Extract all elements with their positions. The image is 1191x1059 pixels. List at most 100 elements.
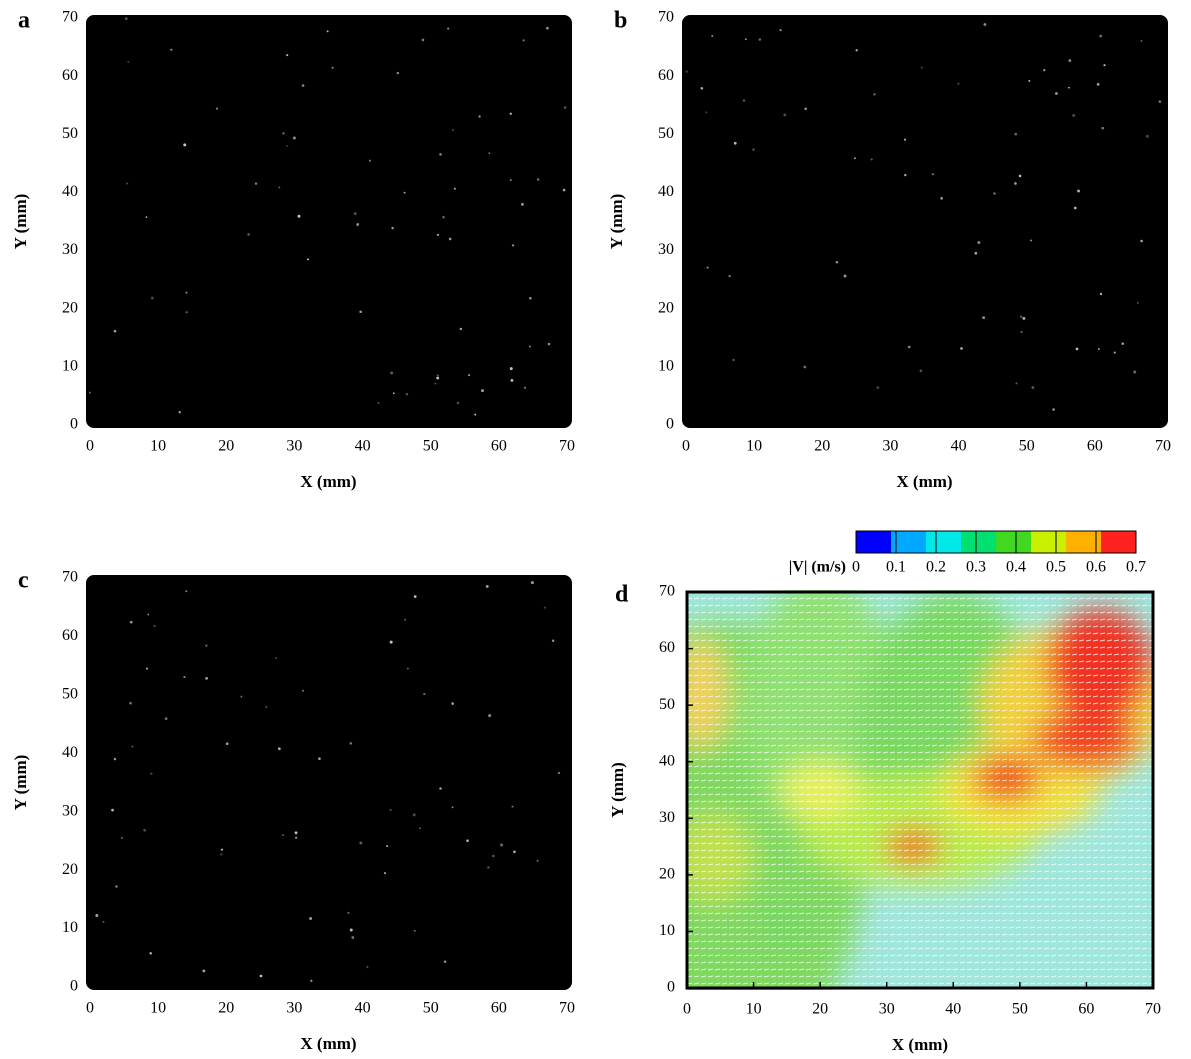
particle: [844, 275, 847, 278]
particle: [1077, 190, 1080, 193]
particle: [295, 831, 298, 834]
particle: [389, 809, 391, 811]
particle: [700, 87, 703, 90]
particle: [419, 827, 421, 829]
particle: [1100, 293, 1102, 295]
particle: [932, 173, 934, 175]
colorbar-segment: [856, 531, 892, 553]
particle: [275, 657, 277, 659]
particle: [983, 23, 986, 26]
particle: [920, 370, 923, 373]
particle: [1020, 331, 1022, 333]
particle: [126, 183, 128, 185]
particle: [146, 668, 148, 670]
particle: [871, 158, 873, 160]
particle: [297, 215, 300, 218]
particle: [186, 311, 188, 313]
x-tick-label: 0: [86, 1000, 94, 1017]
x-axis-title: X (mm): [896, 472, 952, 491]
x-tick-label: 70: [1155, 438, 1171, 455]
y-tick-label: 0: [70, 978, 78, 995]
y-tick-label: 70: [62, 569, 78, 586]
x-tick-label: 10: [150, 438, 166, 455]
particle: [121, 837, 123, 839]
particle: [434, 383, 436, 385]
particle: [908, 346, 911, 349]
y-tick-label: 10: [62, 358, 78, 375]
particle: [1114, 351, 1116, 353]
particle: [854, 157, 856, 159]
particle: [1076, 348, 1079, 351]
particle: [286, 145, 288, 147]
y-tick-label: 20: [658, 299, 674, 316]
y-tick-label: 60: [62, 67, 78, 84]
particle: [129, 702, 132, 705]
particle: [422, 39, 425, 42]
y-tick-label: 30: [659, 809, 675, 826]
particle: [179, 411, 181, 413]
x-axis-title: X (mm): [300, 472, 356, 491]
x-tick-label: 30: [882, 438, 898, 455]
x-tick-label: 0: [682, 438, 690, 455]
particle: [386, 845, 388, 847]
particle: [993, 192, 995, 194]
particle: [745, 38, 747, 40]
particle: [512, 244, 514, 246]
y-tick-label: 40: [658, 183, 674, 200]
y-tick-label: 70: [62, 9, 78, 26]
y-tick-label: 50: [658, 125, 674, 142]
particle: [783, 114, 786, 117]
colorbar-tick-label: 0.5: [1046, 559, 1066, 576]
particle: [390, 372, 393, 375]
particle: [205, 645, 207, 647]
y-axis-title: Y (mm): [608, 762, 627, 818]
particle: [351, 936, 354, 939]
particle: [404, 192, 406, 194]
particle: [390, 641, 393, 644]
particle: [474, 414, 476, 416]
particle: [836, 261, 838, 263]
particle: [1020, 315, 1023, 318]
x-tick-label: 50: [423, 1000, 439, 1017]
particle: [423, 693, 425, 695]
particle: [221, 849, 223, 851]
y-tick-label: 0: [667, 979, 675, 996]
particle: [732, 359, 734, 361]
particle: [439, 787, 442, 790]
colorbar-tick-label: 0.4: [1006, 559, 1026, 576]
x-axis-title: X (mm): [300, 1034, 356, 1053]
x-tick-label: 30: [879, 1001, 895, 1018]
particle: [397, 72, 399, 74]
particle: [734, 142, 737, 145]
particle: [856, 49, 858, 51]
particle: [89, 392, 91, 394]
particle: [1137, 302, 1139, 304]
particle: [185, 590, 187, 592]
y-tick-label: 70: [659, 583, 675, 600]
particle: [282, 132, 284, 134]
particle: [220, 853, 222, 855]
x-tick-label: 20: [218, 1000, 234, 1017]
particle: [391, 227, 393, 229]
particle: [131, 746, 133, 748]
particle: [354, 212, 357, 215]
y-tick-label: 30: [62, 241, 78, 258]
particle: [413, 813, 416, 816]
particle: [1101, 127, 1104, 130]
particle: [318, 757, 321, 760]
particle-image: [86, 575, 572, 990]
particle: [873, 93, 876, 96]
x-tick-label: 20: [814, 438, 830, 455]
particle: [1097, 83, 1100, 86]
particle: [544, 607, 546, 609]
particle: [982, 316, 985, 319]
particle: [146, 216, 148, 218]
particle: [548, 343, 551, 346]
x-tick-label: 10: [746, 438, 762, 455]
particle: [406, 393, 408, 395]
panel-label: b: [614, 8, 627, 34]
particle: [1133, 371, 1136, 374]
particle: [436, 377, 439, 380]
particle: [452, 806, 454, 808]
particle: [513, 850, 516, 853]
